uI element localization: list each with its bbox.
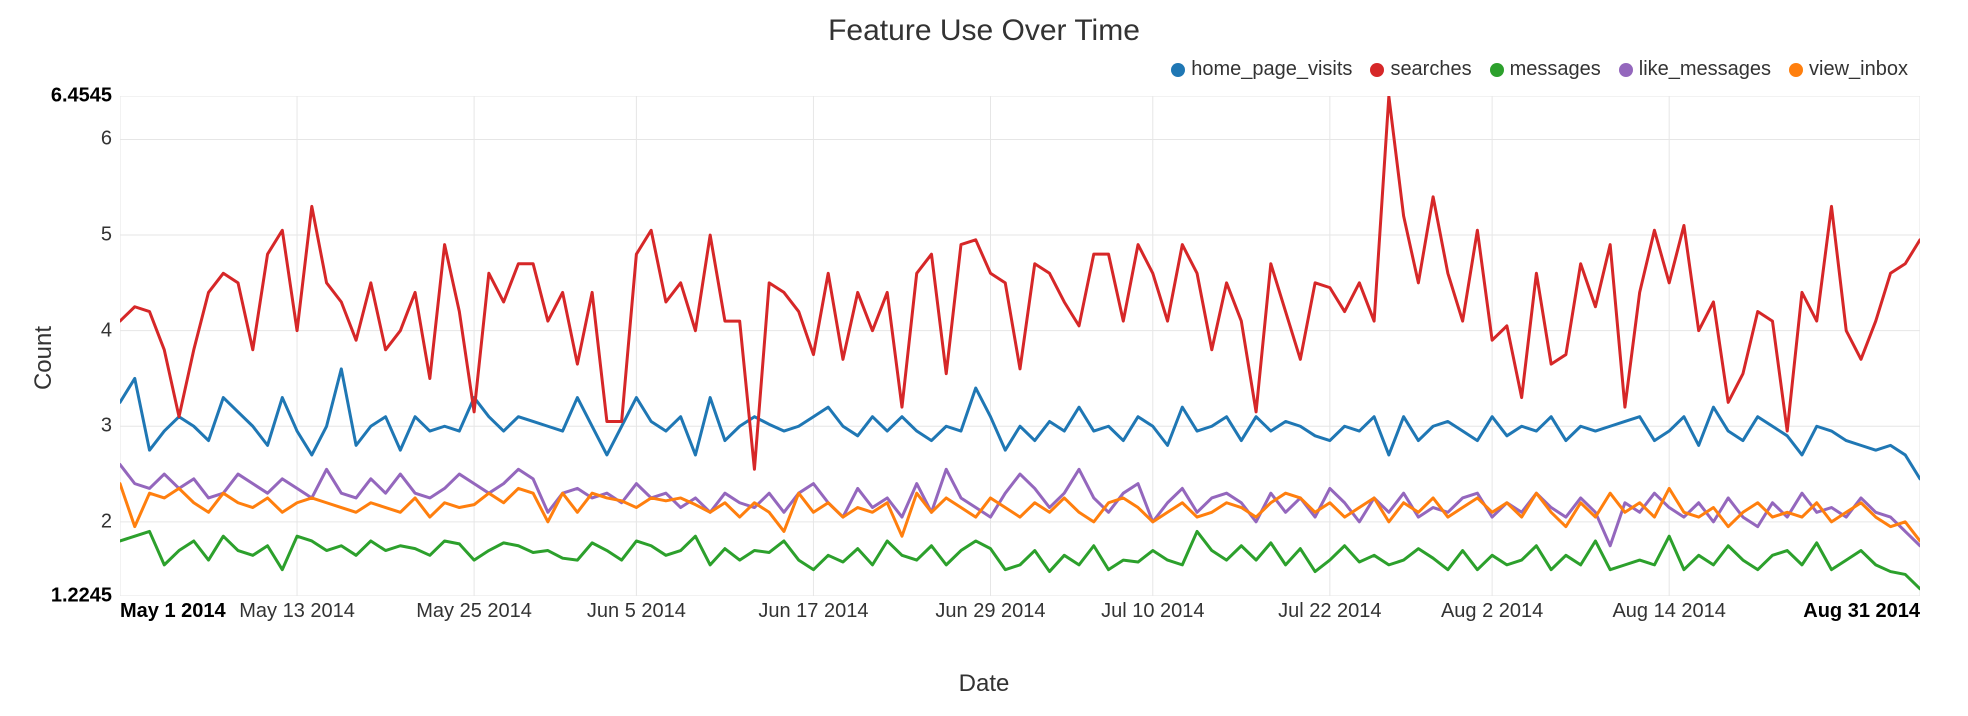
- feature-use-chart: Feature Use Over Time home_page_visits se…: [0, 0, 1968, 716]
- y-tick-label: 5: [101, 224, 112, 247]
- x-axis-label: Date: [0, 670, 1968, 698]
- series-line-like_messages: [120, 465, 1920, 546]
- x-tick-label: Jun 17 2014: [758, 600, 868, 623]
- x-tick-label: Aug 14 2014: [1612, 600, 1725, 623]
- x-tick-label: Aug 31 2014: [1803, 600, 1920, 623]
- legend-label: view_inbox: [1809, 58, 1908, 81]
- legend-swatch: [1171, 63, 1185, 77]
- legend-item-messages: messages: [1490, 58, 1601, 81]
- legend-item-view_inbox: view_inbox: [1789, 58, 1908, 81]
- legend-label: searches: [1390, 58, 1471, 81]
- legend-swatch: [1619, 63, 1633, 77]
- x-tick-label: May 25 2014: [416, 600, 532, 623]
- legend-item-searches: searches: [1370, 58, 1471, 81]
- x-tick-label: May 1 2014: [120, 600, 226, 623]
- y-tick-label: 4: [101, 319, 112, 342]
- x-tick-label: Aug 2 2014: [1441, 600, 1543, 623]
- y-axis-label: Count: [30, 326, 58, 390]
- x-tick-label: Jul 10 2014: [1101, 600, 1204, 623]
- legend-label: messages: [1510, 58, 1601, 81]
- plot-area: 234561.22456.4545May 1 2014May 13 2014Ma…: [120, 96, 1920, 596]
- legend-item-like_messages: like_messages: [1619, 58, 1771, 81]
- x-tick-label: May 13 2014: [239, 600, 355, 623]
- series-line-messages: [120, 531, 1920, 588]
- x-tick-label: Jun 29 2014: [935, 600, 1045, 623]
- y-range-min: 1.2245: [51, 585, 112, 608]
- y-range-max: 6.4545: [51, 85, 112, 108]
- chart-title: Feature Use Over Time: [0, 14, 1968, 48]
- plot-svg: [120, 96, 1920, 596]
- legend-swatch: [1370, 63, 1384, 77]
- chart-legend: home_page_visits searches messages like_mes…: [1171, 58, 1908, 81]
- y-tick-label: 2: [101, 510, 112, 533]
- legend-label: home_page_visits: [1191, 58, 1352, 81]
- x-tick-label: Jul 22 2014: [1278, 600, 1381, 623]
- series-line-searches: [120, 96, 1920, 469]
- legend-swatch: [1490, 63, 1504, 77]
- x-tick-label: Jun 5 2014: [587, 600, 686, 623]
- series-line-home_page_visits: [120, 369, 1920, 479]
- series-line-view_inbox: [120, 484, 1920, 541]
- legend-item-home_page_visits: home_page_visits: [1171, 58, 1352, 81]
- y-tick-label: 6: [101, 128, 112, 151]
- legend-swatch: [1789, 63, 1803, 77]
- legend-label: like_messages: [1639, 58, 1771, 81]
- y-tick-label: 3: [101, 415, 112, 438]
